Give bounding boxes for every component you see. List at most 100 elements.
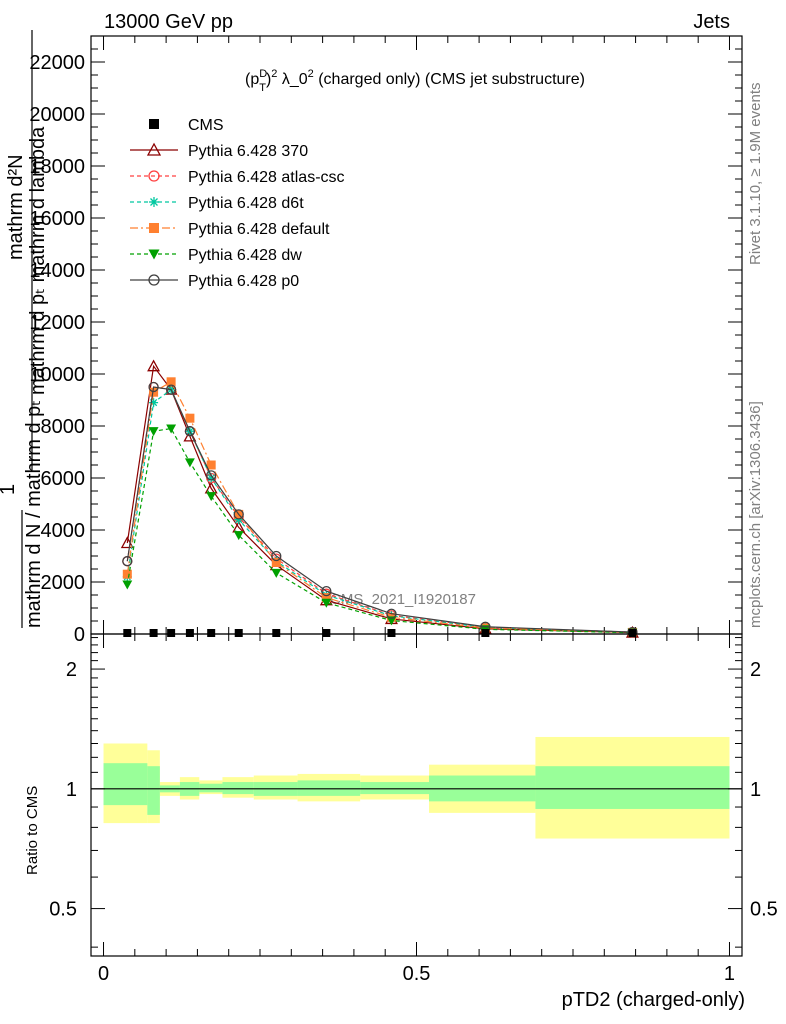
ratio-stat-band: [360, 782, 430, 795]
main-y-tick-label: 0: [74, 624, 85, 646]
title-sup-d: D: [259, 68, 267, 80]
series-point: [271, 550, 282, 562]
ylabel-top: mathrm d²N: [5, 154, 27, 260]
ylabel-bottom: mathrm d N / mathrm d pₜ: [23, 400, 45, 628]
cms-data-point: [272, 629, 281, 637]
ratio-y-tick-label: 2: [66, 659, 77, 681]
series-point: [321, 585, 332, 597]
main-y-label: mathrm d²N mathrm d pₜ mathrm d lambda 1…: [0, 30, 49, 628]
main-y-tick-label: 12000: [29, 312, 85, 334]
header-right: Jets: [693, 11, 730, 33]
ylabel-top2: mathrm d pₜ mathrm d lambda: [27, 126, 49, 395]
title-pre: (p: [245, 71, 259, 88]
title-sub-t: T: [259, 82, 266, 94]
legend-marker: [148, 170, 160, 182]
series-point: [166, 377, 176, 387]
ratio-y-tick-label: 0.5: [49, 899, 77, 921]
legend-marker: [149, 119, 159, 129]
cms-data-point: [322, 629, 331, 637]
series-point: [206, 492, 217, 502]
main-y-axis: 0 2000 4000 6000 8000 10000 12000 14000 16000 180…: [29, 35, 742, 646]
x-axis-label: pTD2 (charged-only): [562, 989, 745, 1011]
cms-data-point: [481, 629, 490, 637]
main-y-tick-label: 10000: [29, 364, 85, 386]
title-sup-2: 2: [271, 68, 277, 80]
title-post: (charged only) (CMS jet substructure): [314, 71, 585, 88]
series-point: [233, 509, 244, 520]
series-point: [321, 593, 331, 603]
series-point: [148, 381, 159, 393]
series-point: [185, 413, 195, 423]
ratio-y-tick-label: 1: [66, 779, 77, 801]
series-point: [271, 558, 281, 567]
ratio-stat-band: [103, 763, 148, 806]
cms-data-point: [167, 629, 176, 637]
main-panel: 0 2000 4000 6000 8000 10000 12000 14000 16000 180…: [0, 30, 743, 646]
legend-marker: [149, 223, 159, 233]
ratio-y-tick-label-right: 0.5: [750, 899, 778, 921]
legend-marker: [148, 274, 160, 286]
main-y-tick-label: 18000: [29, 156, 85, 178]
header-left: 13000 GeV pp: [104, 11, 233, 33]
ratio-bands: [91, 736, 742, 839]
ratio-stat-band: [147, 766, 160, 815]
series-point: [184, 458, 195, 468]
series-point: [166, 424, 177, 434]
main-y-tick-label: 16000: [29, 208, 85, 230]
series-point: [148, 427, 159, 437]
series-point: [165, 384, 177, 395]
series-point: [147, 359, 161, 372]
cms-data-point: [387, 629, 396, 637]
series-point: [206, 473, 216, 483]
cms-data-point: [234, 629, 243, 637]
ratio-y-tick-label-right: 1: [750, 779, 761, 801]
main-y-tick-label: 6000: [41, 468, 86, 490]
x-tick-label: 0: [98, 963, 109, 985]
ratio-panel: 0.5 0.5 1 1 2 2 0 0.5 1 Ratio to CMS: [24, 633, 778, 985]
rivet-label: Rivet 3.1.10, ≥ 1.9M events: [747, 83, 764, 266]
series-point: [386, 616, 397, 626]
ratio-stat-band: [535, 766, 730, 809]
ratio-ylabel: Ratio to CMS: [24, 786, 41, 875]
mcplots-label: mcplots.cern.ch [arXiv:1306.3436]: [747, 401, 764, 628]
series-lines: [120, 359, 639, 638]
series-point: [184, 426, 196, 437]
analysis-watermark: CMS_2021_I1920187: [330, 591, 476, 608]
legend-label: Pythia 6.428 p0: [188, 273, 299, 290]
series-point: [122, 569, 132, 579]
ratio-stat-band: [222, 782, 254, 795]
legend-label: Pythia 6.428 370: [188, 143, 308, 160]
legend-marker: [149, 197, 159, 207]
ratio-y-tick-label-right: 2: [750, 659, 761, 681]
series-line: [126, 364, 633, 634]
main-y-tick-label: 8000: [41, 416, 86, 438]
series-point: [206, 460, 216, 470]
series-point: [149, 398, 159, 408]
legend-marker: [146, 142, 162, 156]
cms-data-point: [185, 629, 194, 637]
ratio-y-axis: 0.5 0.5 1 1 2 2: [49, 637, 778, 948]
ratio-stat-band: [297, 780, 361, 796]
series-point: [271, 568, 282, 578]
legend: CMS Pythia 6.428 370 Pythia 6.428 atlas-cs…: [130, 117, 345, 290]
main-y-tick-label: 20000: [29, 104, 85, 126]
main-y-tick-label: 4000: [41, 520, 86, 542]
series-point: [149, 387, 159, 397]
main-y-tick-label: 14000: [29, 260, 85, 282]
legend-label: Pythia 6.428 dw: [188, 247, 302, 264]
legend-label: Pythia 6.428 default: [188, 221, 330, 238]
series-point: [122, 556, 133, 567]
title-lambda: λ_0: [277, 71, 307, 88]
ratio-x-axis: 0 0.5 1: [98, 634, 735, 985]
legend-label: CMS: [188, 117, 224, 134]
series-point: [233, 531, 244, 541]
ylabel-one: 1: [0, 484, 19, 495]
series-point: [321, 598, 332, 608]
legend-label: Pythia 6.428 d6t: [188, 195, 304, 212]
main-y-tick-label: 2000: [41, 572, 86, 594]
legend-label: Pythia 6.428 atlas-csc: [188, 169, 345, 186]
series-line: [126, 386, 633, 633]
main-y-tick-label: 22000: [29, 52, 85, 74]
series-point: [386, 608, 397, 619]
